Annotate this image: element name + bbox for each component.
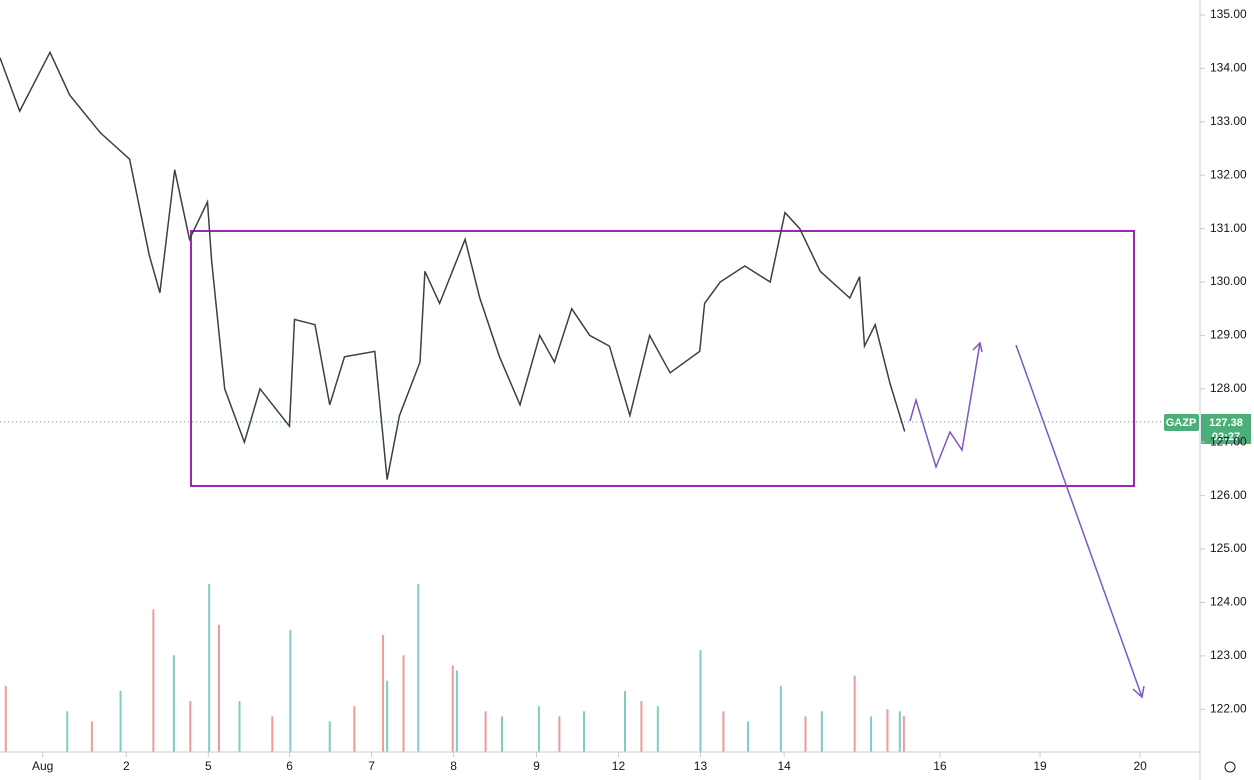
volume-bar <box>870 716 873 752</box>
volume-bar <box>640 701 643 752</box>
x-tick-label: 12 <box>612 759 626 773</box>
y-tick-label: 124.00 <box>1210 595 1247 609</box>
x-tick-label: 20 <box>1133 759 1147 773</box>
volume-bar <box>386 680 389 752</box>
volume-bar <box>271 716 274 752</box>
x-tick-label: 5 <box>205 759 212 773</box>
x-tick-label: Aug <box>32 759 53 773</box>
volume-bar <box>898 711 901 752</box>
volume-bar <box>804 716 807 752</box>
volume-bar <box>208 584 211 752</box>
x-tick-label: 6 <box>286 759 293 773</box>
volume-bar <box>853 675 856 752</box>
volume-bar <box>451 665 454 752</box>
volume-bar <box>172 655 175 752</box>
volume-bar <box>902 716 905 752</box>
volume-bar <box>558 716 561 752</box>
volume-bar <box>417 584 420 752</box>
countdown-label: 02:27 <box>1212 431 1240 443</box>
arrow-head <box>1132 685 1145 699</box>
y-tick-label: 122.00 <box>1210 701 1247 715</box>
y-tick-label: 123.00 <box>1210 648 1247 662</box>
x-tick-label: 9 <box>533 759 540 773</box>
volume-bar <box>455 670 458 752</box>
settings-icon[interactable] <box>1224 761 1236 773</box>
range-box <box>190 230 1135 487</box>
x-tick-label: 7 <box>368 759 375 773</box>
y-tick-label: 134.00 <box>1210 61 1247 75</box>
volume-bar <box>583 711 586 752</box>
volume-bar <box>218 624 221 752</box>
volume-bar <box>289 629 292 752</box>
projection-path <box>909 342 981 470</box>
volume-bar <box>119 690 122 752</box>
volume-bar <box>189 701 192 752</box>
price-line <box>0 50 906 480</box>
volume-bar <box>238 701 241 752</box>
y-tick-label: 133.00 <box>1210 114 1247 128</box>
y-tick-label: 129.00 <box>1210 328 1247 342</box>
volume-bar <box>4 685 7 752</box>
volume-bar <box>90 721 93 752</box>
y-tick-label: 132.00 <box>1210 167 1247 181</box>
volume-bar <box>886 709 889 752</box>
volume-bar <box>699 650 702 752</box>
projection-arrow <box>1015 344 1143 698</box>
price-tag <box>1201 414 1251 444</box>
volume-bar <box>382 634 385 752</box>
x-tick-label: 2 <box>123 759 130 773</box>
arrow-head <box>972 341 983 353</box>
x-tick-label: 14 <box>777 759 791 773</box>
y-tick-label: 125.00 <box>1210 541 1247 555</box>
x-tick-label: 19 <box>1033 759 1047 773</box>
last-price-label: 127.38 <box>1209 417 1243 429</box>
y-tick-label: 126.00 <box>1210 488 1247 502</box>
volume-pane <box>4 584 905 752</box>
x-tick-label: 8 <box>450 759 457 773</box>
y-tick-label: 130.00 <box>1210 274 1247 288</box>
volume-bar <box>152 609 155 752</box>
y-tick-label: 127.00 <box>1210 434 1247 448</box>
volume-bar <box>484 711 487 752</box>
volume-bar <box>722 711 725 752</box>
volume-bar <box>66 711 69 752</box>
volume-bar <box>353 706 356 752</box>
volume-bar <box>779 685 782 752</box>
volume-bar <box>537 706 540 752</box>
volume-bar <box>624 690 627 752</box>
symbol-tag <box>1164 414 1199 431</box>
x-tick-label: 13 <box>694 759 708 773</box>
volume-bar <box>402 655 405 752</box>
y-tick-label: 128.00 <box>1210 381 1247 395</box>
volume-bar <box>820 711 823 752</box>
y-tick-label: 131.00 <box>1210 221 1247 235</box>
symbol-label: GAZP <box>1166 417 1197 429</box>
volume-bar <box>328 721 331 752</box>
volume-bar <box>747 721 750 752</box>
x-tick-label: 16 <box>933 759 947 773</box>
volume-bar <box>656 706 659 752</box>
volume-bar <box>500 716 503 752</box>
y-tick-label: 135.00 <box>1210 7 1247 21</box>
